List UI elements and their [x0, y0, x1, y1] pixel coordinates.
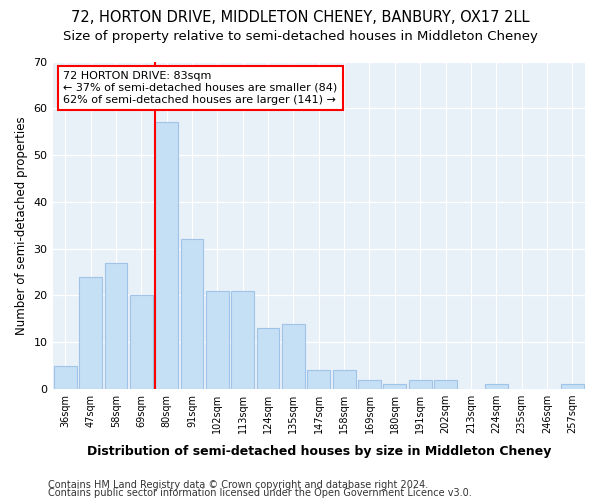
Bar — [231, 291, 254, 389]
Bar — [206, 291, 229, 389]
Bar — [155, 122, 178, 389]
Bar — [383, 384, 406, 389]
Bar — [282, 324, 305, 389]
Bar — [130, 296, 152, 389]
Bar — [257, 328, 280, 389]
X-axis label: Distribution of semi-detached houses by size in Middleton Cheney: Distribution of semi-detached houses by … — [86, 444, 551, 458]
Text: Contains HM Land Registry data © Crown copyright and database right 2024.: Contains HM Land Registry data © Crown c… — [48, 480, 428, 490]
Bar — [434, 380, 457, 389]
Text: 72 HORTON DRIVE: 83sqm
← 37% of semi-detached houses are smaller (84)
62% of sem: 72 HORTON DRIVE: 83sqm ← 37% of semi-det… — [63, 72, 337, 104]
Bar — [333, 370, 356, 389]
Bar — [485, 384, 508, 389]
Bar — [561, 384, 584, 389]
Text: Size of property relative to semi-detached houses in Middleton Cheney: Size of property relative to semi-detach… — [62, 30, 538, 43]
Text: 72, HORTON DRIVE, MIDDLETON CHENEY, BANBURY, OX17 2LL: 72, HORTON DRIVE, MIDDLETON CHENEY, BANB… — [71, 10, 529, 25]
Bar — [181, 240, 203, 389]
Bar — [307, 370, 330, 389]
Text: Contains public sector information licensed under the Open Government Licence v3: Contains public sector information licen… — [48, 488, 472, 498]
Bar — [79, 276, 102, 389]
Y-axis label: Number of semi-detached properties: Number of semi-detached properties — [15, 116, 28, 334]
Bar — [358, 380, 381, 389]
Bar — [54, 366, 77, 389]
Bar — [409, 380, 431, 389]
Bar — [104, 262, 127, 389]
